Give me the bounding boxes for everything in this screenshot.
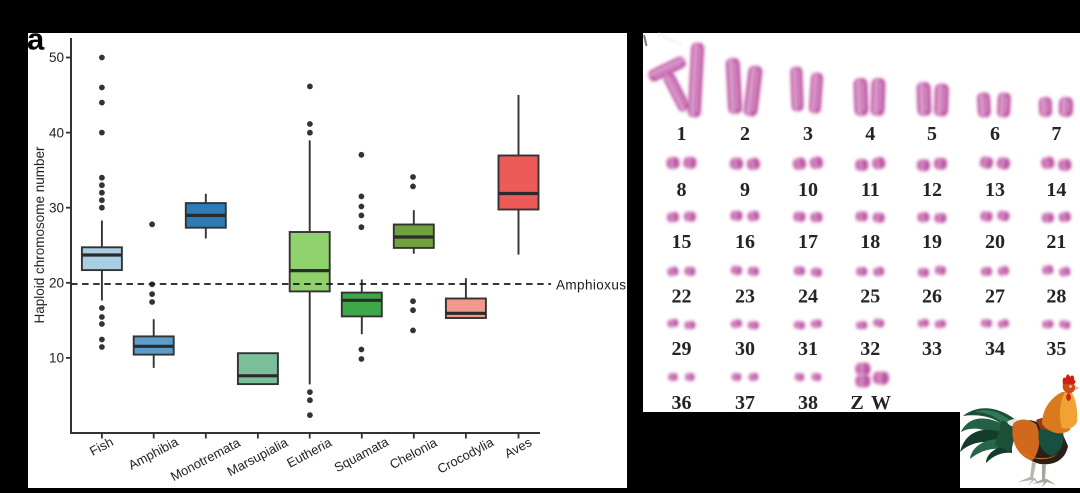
svg-text:18: 18 — [860, 231, 880, 253]
svg-text:17: 17 — [798, 231, 818, 253]
svg-text:10: 10 — [49, 351, 64, 366]
svg-text:24: 24 — [798, 286, 818, 308]
svg-text:10: 10 — [798, 179, 818, 201]
svg-text:30: 30 — [49, 200, 64, 215]
svg-text:33: 33 — [922, 338, 942, 360]
svg-text:14: 14 — [1046, 179, 1066, 201]
svg-text:20: 20 — [985, 231, 1005, 253]
svg-text:8: 8 — [677, 179, 687, 201]
svg-text:36: 36 — [672, 392, 692, 414]
svg-text:38: 38 — [798, 392, 818, 414]
svg-text:23: 23 — [735, 286, 755, 308]
svg-text:W: W — [871, 392, 891, 414]
svg-text:6: 6 — [990, 123, 1000, 145]
svg-text:3: 3 — [803, 123, 813, 145]
svg-text:11: 11 — [861, 179, 880, 201]
svg-text:50: 50 — [49, 50, 64, 65]
svg-text:35: 35 — [1046, 338, 1066, 360]
svg-text:a: a — [27, 22, 45, 57]
svg-text:7: 7 — [1051, 123, 1061, 145]
svg-text:5: 5 — [927, 123, 937, 145]
svg-text:32: 32 — [860, 338, 880, 360]
svg-text:40: 40 — [49, 125, 64, 140]
svg-text:13: 13 — [985, 179, 1005, 201]
svg-text:1: 1 — [677, 123, 687, 145]
svg-text:9: 9 — [740, 179, 750, 201]
svg-text:28: 28 — [1046, 286, 1066, 308]
svg-text:34: 34 — [985, 338, 1005, 360]
svg-text:Amphioxus: Amphioxus — [556, 278, 626, 293]
svg-text:19: 19 — [922, 231, 942, 253]
svg-text:15: 15 — [672, 231, 692, 253]
svg-text:29: 29 — [672, 338, 692, 360]
svg-text:Haploid chromosome number: Haploid chromosome number — [32, 146, 47, 324]
svg-text:4: 4 — [865, 123, 875, 145]
svg-text:12: 12 — [922, 179, 942, 201]
svg-text:22: 22 — [672, 286, 692, 308]
svg-text:21: 21 — [1046, 231, 1066, 253]
svg-text:16: 16 — [735, 231, 755, 253]
svg-text:2: 2 — [740, 123, 750, 145]
svg-text:25: 25 — [860, 286, 880, 308]
svg-text:37: 37 — [735, 392, 755, 414]
svg-text:Z: Z — [850, 392, 863, 414]
svg-text:31: 31 — [798, 338, 818, 360]
svg-text:27: 27 — [985, 286, 1005, 308]
svg-text:30: 30 — [735, 338, 755, 360]
svg-text:20: 20 — [49, 276, 64, 291]
svg-text:26: 26 — [922, 286, 942, 308]
